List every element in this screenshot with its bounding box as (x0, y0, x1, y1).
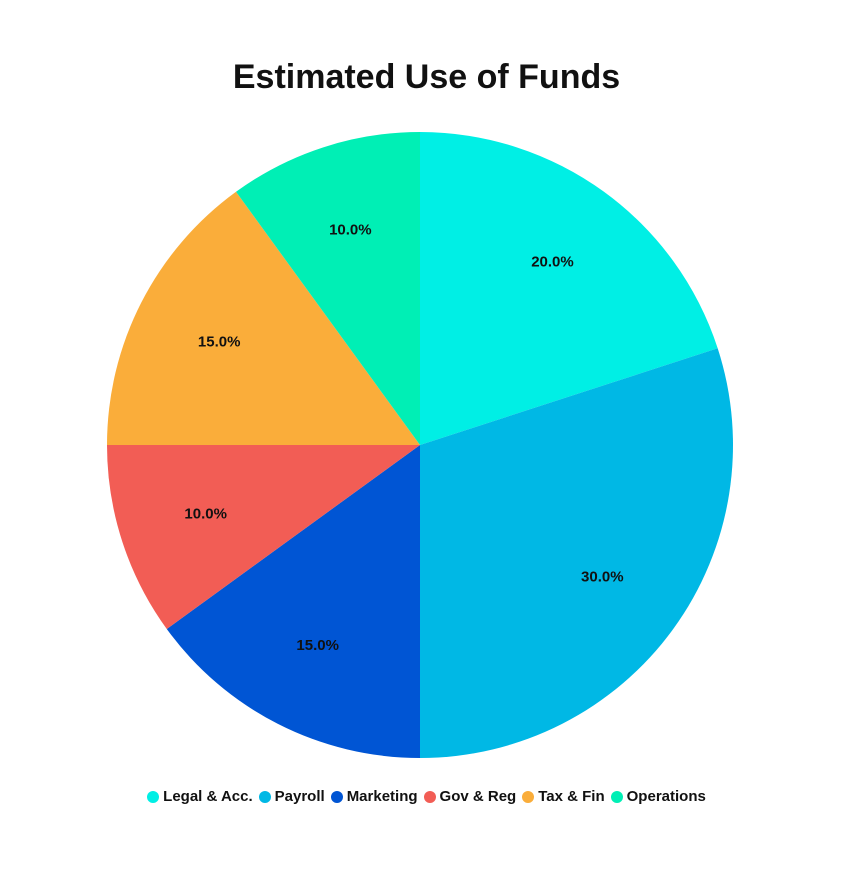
legend-item-5: Operations (610, 788, 706, 805)
legend-label-0: Legal & Acc. (163, 788, 253, 805)
legend-item-2: Marketing (330, 788, 418, 805)
slice-label-1: 30.0% (581, 568, 624, 585)
pie-slice-4 (107, 191, 420, 445)
legend-label-3: Gov & Reg (439, 788, 517, 805)
legend-swatch-5 (610, 790, 623, 803)
chart-title: Estimated Use of Funds (232, 58, 621, 96)
legend: Legal & Acc. Payroll Marketing Gov & Reg Tax… (0, 788, 853, 805)
legend-swatch-3 (423, 790, 436, 803)
legend-swatch-2 (330, 790, 343, 803)
pie-slice-1 (420, 348, 733, 758)
legend-item-3: Gov & Reg (423, 788, 517, 805)
legend-item-4: Tax & Fin (522, 788, 605, 805)
pie-slice-0 (420, 132, 718, 445)
pie-slice-2 (166, 445, 420, 758)
legend-swatch-4 (522, 790, 535, 803)
legend-swatch-0 (147, 790, 160, 803)
slice-label-5: 10.0% (329, 222, 372, 239)
legend-swatch-1 (258, 790, 271, 803)
legend-item-1: Payroll (258, 788, 325, 805)
legend-label-2: Marketing (346, 788, 418, 805)
legend-label-4: Tax & Fin (538, 788, 605, 805)
slice-label-4: 15.0% (198, 334, 241, 351)
legend-item-0: Legal & Acc. (147, 788, 253, 805)
pie-slice-5 (236, 132, 420, 445)
legend-label-5: Operations (626, 788, 706, 805)
pie-slice-3 (107, 445, 420, 629)
slice-label-0: 20.0% (531, 254, 574, 271)
legend-label-1: Payroll (274, 788, 325, 805)
slice-label-3: 10.0% (184, 506, 227, 523)
slice-label-2: 15.0% (296, 637, 339, 654)
